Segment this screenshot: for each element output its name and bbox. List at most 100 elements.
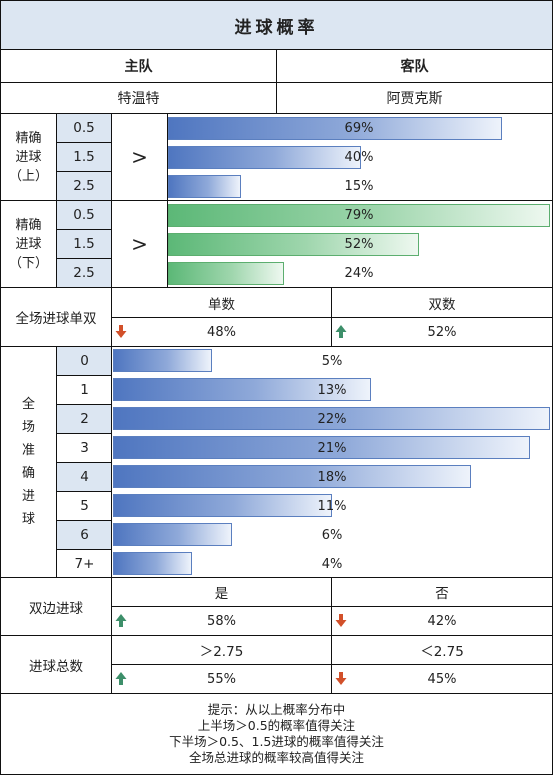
down-arrow-icon [335,672,347,685]
grid-line [111,606,553,607]
grid-line [276,49,277,113]
both-score-no-label: 否 [435,586,449,602]
goal-probability-bar [113,407,550,430]
grid-line [331,577,332,693]
up-arrow-icon [335,325,347,338]
total-under-label: ＜2.75 [420,644,464,660]
goal-count-label: 6 [57,521,112,549]
grid-line [111,664,553,665]
grid-line [56,404,112,405]
goal-probability-bar [113,378,371,401]
goal-count-label: 5 [80,498,89,514]
first-half-bar [168,146,361,169]
second-half-label: 精确 进球 （下） [8,217,48,271]
first-half-label: 精确 进球 （上） [8,130,48,184]
second-half-compare-symbol: > [131,232,148,256]
odd-percent: 48% [207,324,236,340]
grid-line [56,549,112,550]
grid-line [56,229,112,230]
goal-probability-percent: 4% [321,556,343,572]
first-half-percent: 40% [344,149,374,165]
first-half-bar [168,175,241,198]
goal-count-label: 1 [80,382,89,398]
first-half-bar [168,117,502,140]
goal-probability-percent: 6% [321,527,343,543]
grid-line [0,693,553,694]
grid-line [0,635,553,636]
grid-line [111,577,112,693]
even-label: 双数 [428,296,456,313]
goal-probability-bar [113,523,232,546]
second-half-percent: 79% [344,207,374,223]
away-header: 客队 [400,59,429,75]
grid-line [0,577,553,578]
odd-label: 单数 [208,296,235,313]
home-header: 主队 [124,59,153,75]
grid-line [56,142,112,143]
goal-probability-percent: 21% [317,440,347,456]
second-half-line-label: 2.5 [57,259,111,287]
grid-line [0,0,1,775]
second-half-percent: 52% [344,236,374,252]
grid-line [331,287,332,346]
goal-probability-percent: 5% [321,353,343,369]
total-over-percent: 55% [207,671,236,687]
home-team-name: 特温特 [117,91,160,107]
page-title: 进球概率 [1,1,552,49]
even-percent: 52% [427,324,457,340]
up-arrow-icon [115,672,127,685]
grid-line [0,200,553,201]
first-half-line-label: 1.5 [57,143,111,171]
second-half-bar [168,233,419,256]
grid-line [56,520,112,521]
both-score-yes-percent: 58% [207,613,236,629]
goal-count-label: 4 [57,463,112,491]
total-over-label: ＞2.75 [199,644,244,660]
grid-line [0,346,553,347]
grid-line [0,113,553,114]
odd-even-label: 全场进球单双 [15,311,97,327]
grid-line [0,287,553,288]
goal-probability-bar [113,436,530,459]
goal-count-label: 3 [80,440,89,456]
first-half-percent: 69% [344,120,374,136]
goal-probability-percent: 11% [317,498,347,514]
second-half-line-label: 1.5 [57,230,111,258]
goal-probability-percent: 22% [317,411,347,427]
grid-line [56,491,112,492]
goal-probability-bar [113,494,332,517]
grid-line [56,258,112,259]
first-half-percent: 15% [344,178,374,194]
down-arrow-icon [115,325,127,338]
goal-probability-bar [113,349,212,372]
second-half-bar [168,262,284,285]
goal-count-label: 7+ [74,556,95,572]
first-half-line-label: 2.5 [57,172,111,200]
goal-probability-percent: 18% [317,469,347,485]
grid-line [56,433,112,434]
goal-count-label: 0 [57,347,112,375]
first-half-compare-symbol: > [131,145,148,169]
grid-line [56,375,112,376]
both-score-label: 双边进球 [29,600,83,617]
grid-line [167,113,168,287]
grid-line [56,113,57,287]
grid-line [0,0,553,1]
first-half-line-label: 0.5 [57,114,111,142]
grid-line [111,346,112,577]
goal-count-label: 2 [57,405,112,433]
second-half-percent: 24% [344,265,374,281]
away-team-name: 阿贾克斯 [386,91,443,107]
second-half-bar [168,204,550,227]
both-score-no-percent: 42% [427,613,457,629]
goal-probability-percent: 13% [317,382,347,398]
total-under-percent: 45% [427,671,457,687]
second-half-line-label: 0.5 [57,201,111,229]
goal-probability-bar [113,465,471,488]
up-arrow-icon [115,614,127,627]
goal-probability-bar [113,552,192,575]
exact-goals-label: 全 场 准 确 进 球 [21,396,35,527]
footer-note: 提示：从以上概率分布中 上半场＞0.5的概率值得关注 下半场＞0.5、1.5进球… [169,702,384,765]
grid-line [56,462,112,463]
down-arrow-icon [335,614,347,627]
